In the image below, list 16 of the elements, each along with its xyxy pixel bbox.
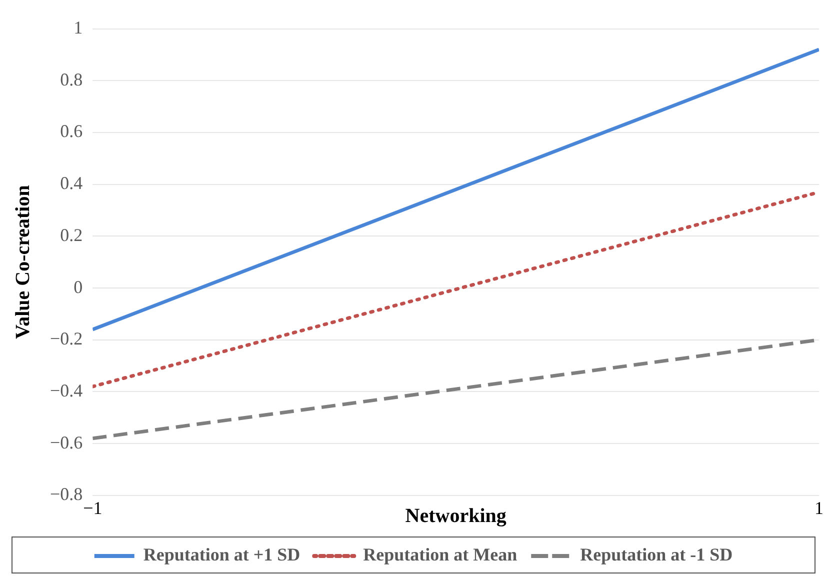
y-axis-title: Value Co-creation: [12, 185, 34, 340]
y-tick-label: 0.4: [60, 173, 83, 194]
y-tick-label: 0.6: [60, 121, 83, 142]
x-axis-title: Networking: [405, 505, 506, 528]
y-tick-label: 0.8: [60, 69, 83, 90]
y-tick-label: 1: [74, 18, 83, 38]
y-tick-label: −0.4: [50, 380, 83, 400]
y-tick-label: −0.8: [50, 484, 83, 504]
legend-label: Reputation at Mean: [363, 544, 518, 565]
y-tick-label: 0: [74, 276, 83, 297]
y-tick-label: −0.2: [50, 328, 83, 349]
x-tick-label: −1: [83, 498, 102, 518]
legend-label: Reputation at +1 SD: [143, 544, 300, 565]
y-tick-label: 0.2: [60, 224, 83, 245]
y-tick-label: −0.6: [50, 432, 83, 452]
legend-label: Reputation at -1 SD: [580, 544, 733, 565]
